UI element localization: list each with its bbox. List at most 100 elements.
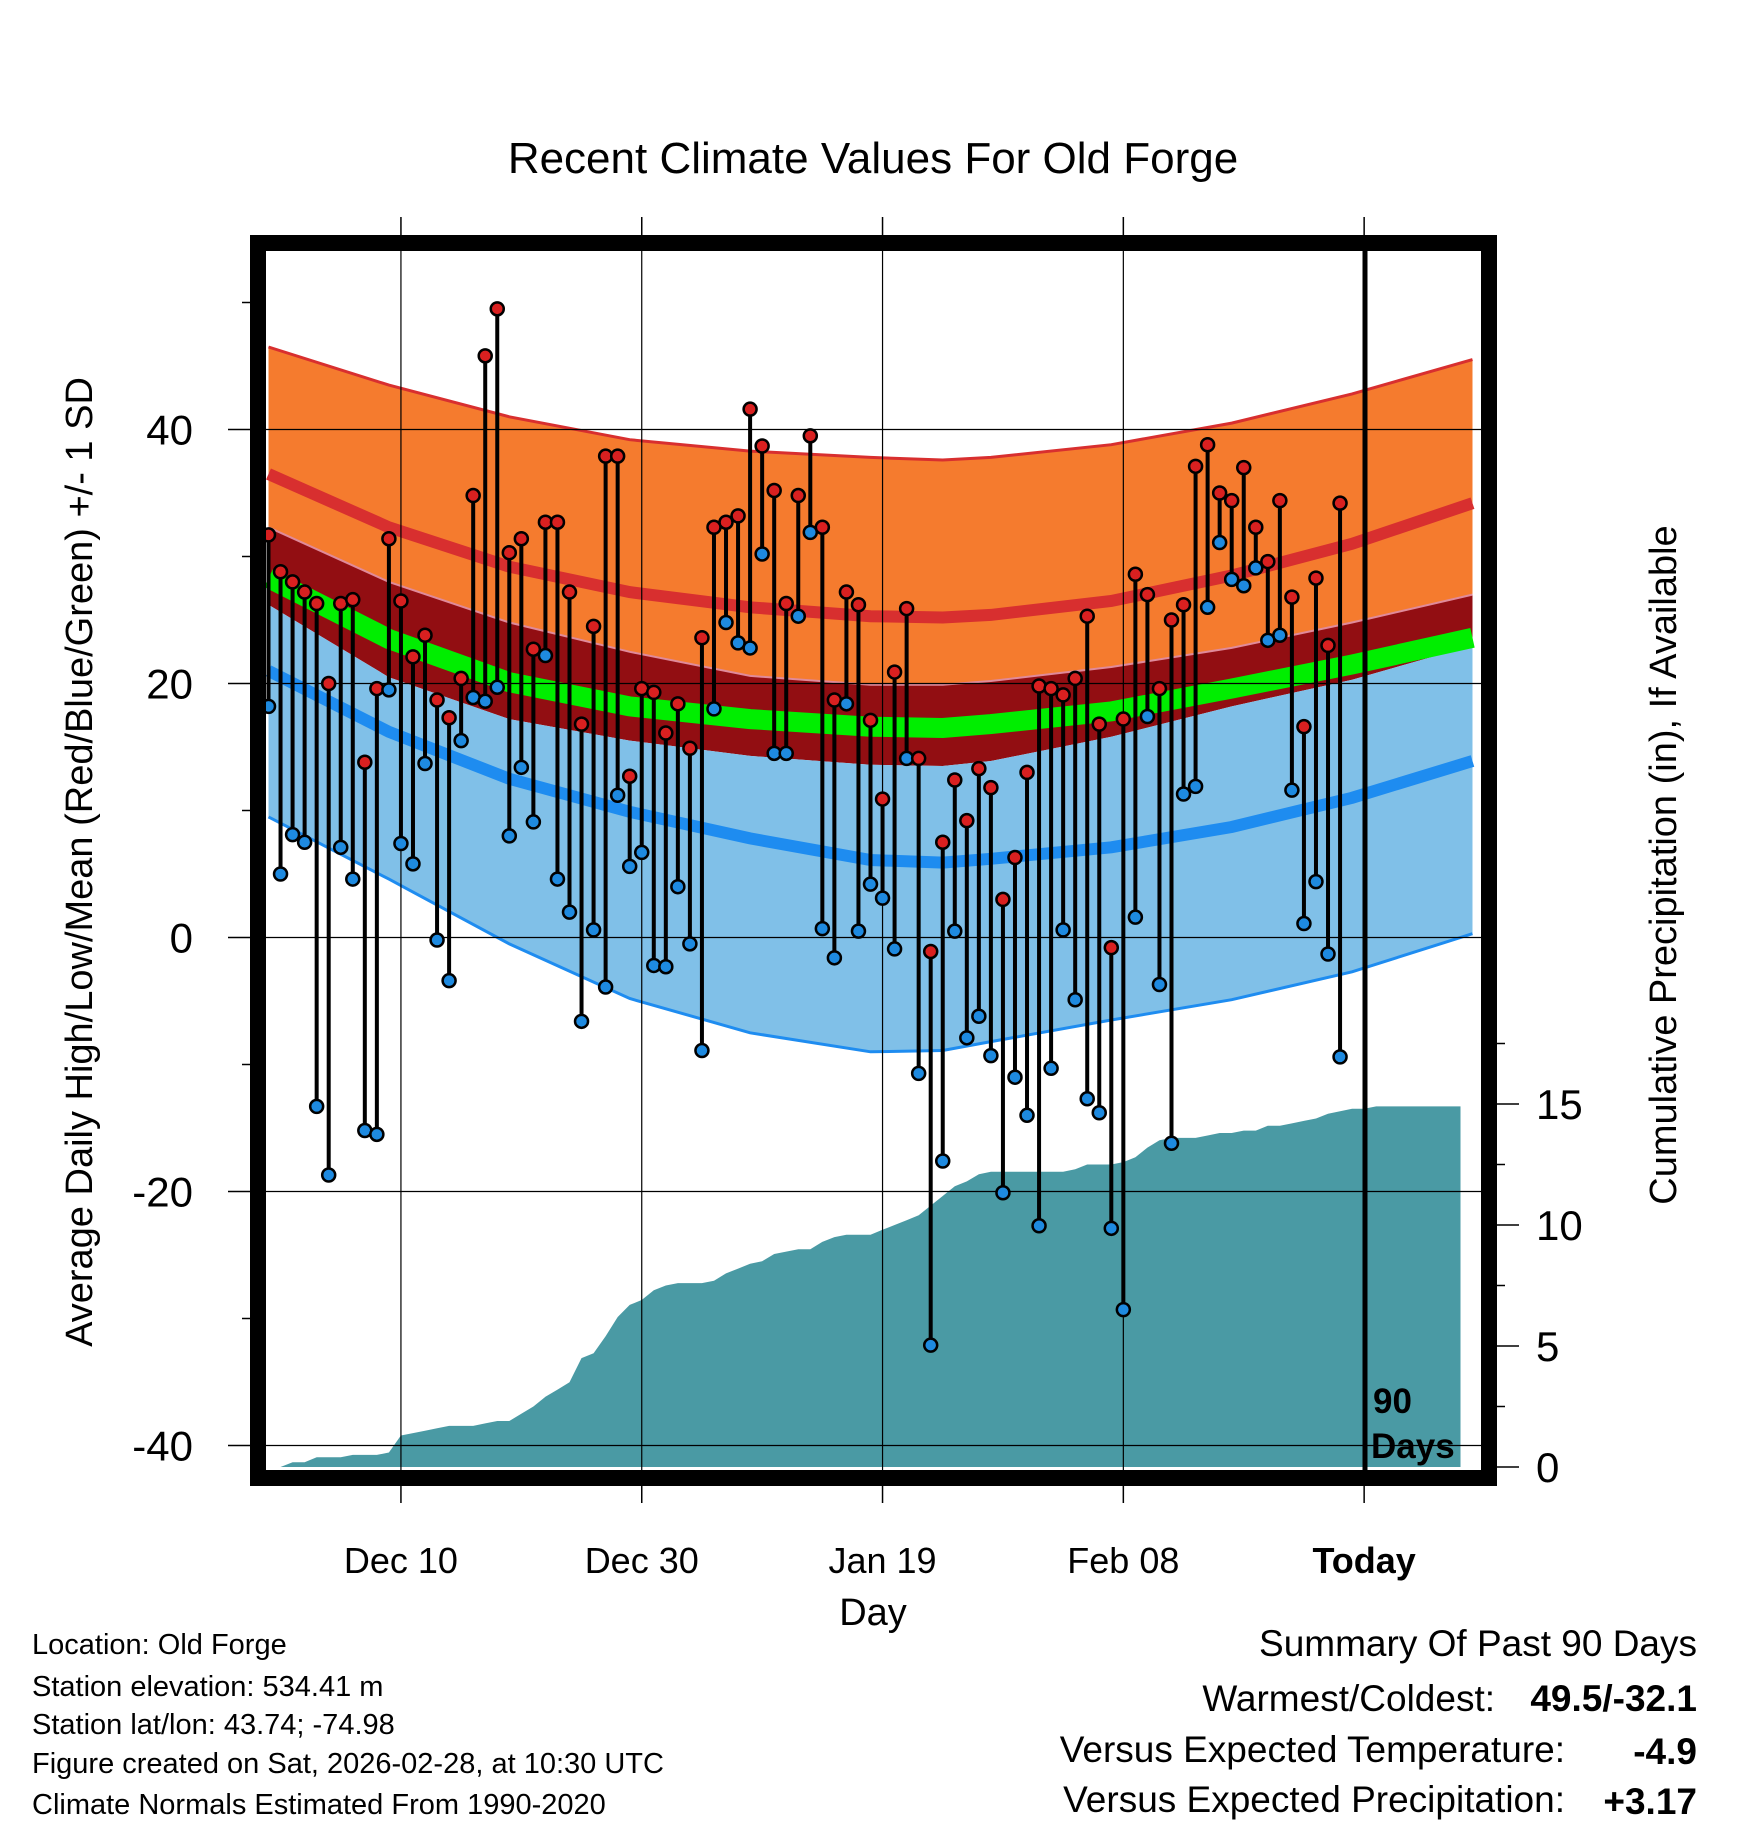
daily-low-point xyxy=(838,696,855,712)
daily-low-point xyxy=(670,878,686,895)
daily-high-point xyxy=(874,791,891,807)
summary-precip-value: +3.17 xyxy=(1603,1781,1697,1822)
precipitation-area xyxy=(268,1106,1461,1467)
daily-low-point xyxy=(609,787,626,804)
daily-high-point xyxy=(658,725,674,741)
daily-high-point xyxy=(754,438,770,454)
daily-high-point xyxy=(465,487,481,504)
y-axis-tick-labels: -40 -20 0 20 40 xyxy=(132,407,193,1470)
daily-low-point xyxy=(850,923,867,939)
daily-low-point xyxy=(1031,1218,1047,1234)
daily-high-point xyxy=(417,627,433,643)
daily-high-point xyxy=(265,527,277,543)
daily-low-point xyxy=(597,979,614,995)
daily-low-point xyxy=(489,679,506,696)
daily-high-point xyxy=(308,595,325,612)
daily-low-point xyxy=(621,858,638,875)
daily-high-point xyxy=(1296,718,1312,735)
y2-tick-label: 5 xyxy=(1536,1323,1559,1370)
daily-high-point xyxy=(814,519,831,536)
daily-high-point xyxy=(778,595,794,612)
low-normal-line xyxy=(265,665,1475,869)
daily-high-point xyxy=(1320,637,1336,654)
daily-low-point xyxy=(1187,778,1204,795)
x-tick-label: Dec 10 xyxy=(344,1540,458,1581)
y-tick-label: -20 xyxy=(132,1169,193,1216)
daily-low-point xyxy=(1043,1060,1059,1077)
daily-low-point xyxy=(525,814,542,830)
daily-low-point xyxy=(1199,599,1216,616)
daily-low-point xyxy=(826,950,843,966)
daily-high-point xyxy=(995,891,1011,908)
daily-low-point xyxy=(1055,922,1071,938)
daily-low-point xyxy=(332,839,349,856)
daily-high-point xyxy=(1007,849,1023,866)
daily-high-point xyxy=(1091,716,1108,732)
daily-high-point xyxy=(1163,612,1180,628)
daily-high-point xyxy=(393,593,409,609)
x-axis-label: Day xyxy=(839,1592,907,1634)
daily-low-point xyxy=(501,828,518,844)
daily-low-point xyxy=(694,1042,710,1059)
daily-low-point xyxy=(272,866,289,882)
daily-high-point xyxy=(730,508,746,524)
summary-warmest-label: Warmest/Coldest: xyxy=(1202,1678,1495,1719)
daily-low-point xyxy=(862,876,879,892)
y-tick-label: 40 xyxy=(146,407,193,454)
daily-low-point xyxy=(453,732,469,749)
summary-temp-value: -4.9 xyxy=(1633,1731,1697,1772)
daily-low-point xyxy=(1103,1220,1120,1237)
footer-latlon: Station lat/lon: 43.74; -74.98 xyxy=(32,1709,395,1741)
daily-low-point xyxy=(1223,571,1240,588)
daily-low-point xyxy=(320,1167,337,1183)
daily-low-point xyxy=(1151,976,1168,993)
daily-high-point xyxy=(296,584,313,600)
daily-high-point xyxy=(477,348,493,364)
daily-high-point xyxy=(1223,492,1240,509)
high-upper-line xyxy=(268,345,1473,462)
daily-high-point xyxy=(742,401,758,417)
daily-high-point xyxy=(694,630,710,646)
daily-low-point xyxy=(1067,991,1083,1008)
daily-high-point xyxy=(1272,492,1288,509)
summary-temp-label: Versus Expected Temperature: xyxy=(1060,1729,1565,1770)
daily-high-point xyxy=(1332,495,1348,511)
daily-high-point xyxy=(947,772,963,788)
chart-title: Recent Climate Values For Old Forge xyxy=(508,134,1238,183)
cumulative-precip-area xyxy=(268,1106,1461,1467)
daily-high-point xyxy=(1248,519,1264,536)
daily-high-point xyxy=(609,448,626,464)
x-tick-label: Feb 08 xyxy=(1067,1540,1179,1581)
daily-low-point xyxy=(1079,1091,1095,1107)
footer-created: Figure created on Sat, 2026-02-28, at 10… xyxy=(32,1748,664,1780)
daily-low-point xyxy=(1284,782,1300,798)
daily-high-point xyxy=(959,812,975,829)
daily-low-point xyxy=(1308,873,1324,890)
daily-high-point xyxy=(1079,608,1095,624)
daily-low-point xyxy=(405,856,421,872)
daily-temperature-points xyxy=(265,301,1348,1353)
daily-low-point xyxy=(1091,1105,1108,1121)
daily-low-point xyxy=(1332,1049,1348,1065)
daily-high-point xyxy=(453,670,469,687)
daily-low-point xyxy=(971,1008,987,1024)
today-days-count: 90 xyxy=(1373,1382,1412,1421)
daily-high-point xyxy=(345,591,361,608)
daily-low-point xyxy=(381,682,397,698)
summary-heading: Summary Of Past 90 Days xyxy=(1259,1623,1697,1664)
daily-low-point xyxy=(549,871,566,887)
daily-low-point xyxy=(682,936,698,952)
footer-normals: Climate Normals Estimated From 1990-2020 xyxy=(32,1789,606,1821)
daily-high-point xyxy=(850,597,867,613)
daily-low-point xyxy=(1175,786,1192,802)
daily-low-point xyxy=(417,755,433,772)
daily-low-point xyxy=(477,693,493,710)
daily-low-point xyxy=(633,844,650,861)
x-axis-tick-labels: Dec 10 Dec 30 Jan 19 Feb 08 Today xyxy=(344,1540,1416,1581)
y2-axis-label: Cumulative Precipitation (in), If Availa… xyxy=(1643,525,1685,1204)
daily-high-point xyxy=(1187,458,1204,475)
daily-high-point xyxy=(862,712,879,729)
daily-high-point xyxy=(1175,597,1192,613)
daily-high-point xyxy=(682,740,698,757)
